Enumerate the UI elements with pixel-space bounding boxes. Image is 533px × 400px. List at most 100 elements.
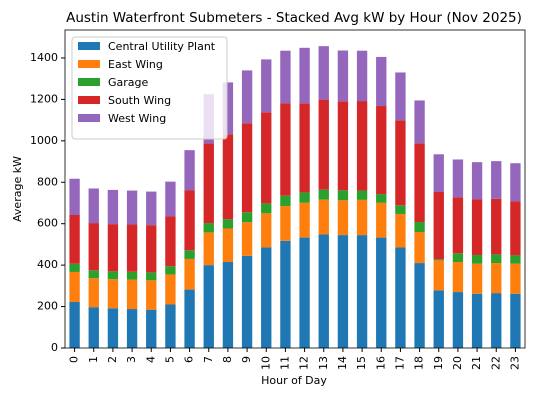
x-tick-label: 18 bbox=[413, 356, 426, 370]
x-tick-label: 14 bbox=[336, 356, 349, 370]
bar-segment bbox=[299, 103, 310, 193]
bar-segment bbox=[184, 289, 195, 348]
y-tick-label: 0 bbox=[51, 341, 58, 354]
bar-segment bbox=[299, 192, 310, 203]
bar-segment bbox=[433, 259, 444, 261]
bar-segment bbox=[165, 304, 176, 348]
bar-segment bbox=[452, 262, 464, 293]
bar-segment bbox=[491, 161, 502, 199]
bar-segment bbox=[337, 200, 349, 236]
y-tick-label: 1000 bbox=[30, 134, 58, 147]
bar-segment bbox=[203, 265, 214, 348]
bar-segment bbox=[184, 190, 195, 251]
bar-segment bbox=[280, 240, 291, 348]
x-tick-label: 5 bbox=[163, 356, 176, 363]
bar-segment bbox=[146, 225, 157, 273]
legend-swatch bbox=[78, 114, 100, 122]
bar-segment bbox=[337, 50, 349, 102]
x-tick-label: 16 bbox=[374, 356, 387, 370]
y-tick-label: 800 bbox=[37, 175, 58, 188]
bar-segment bbox=[261, 59, 272, 113]
bar-segment bbox=[241, 123, 253, 213]
bar-segment bbox=[376, 106, 387, 195]
bar-segment bbox=[299, 202, 310, 238]
legend-label: West Wing bbox=[108, 112, 166, 125]
bar-segment bbox=[280, 50, 291, 104]
bar-segment bbox=[414, 143, 425, 223]
x-tick-label: 15 bbox=[355, 356, 368, 370]
bar-segment bbox=[184, 258, 195, 290]
bar-segment bbox=[241, 222, 253, 256]
legend-label: South Wing bbox=[108, 94, 171, 107]
bar-segment bbox=[491, 254, 502, 264]
bar-segment bbox=[318, 234, 329, 348]
bar-segment bbox=[452, 197, 464, 254]
bar-segment bbox=[184, 250, 195, 259]
bar-segment bbox=[203, 143, 214, 224]
bar-segment bbox=[491, 198, 502, 255]
x-tick-label: 7 bbox=[202, 356, 215, 363]
bar-segment bbox=[107, 271, 119, 280]
chart-title: Austin Waterfront Submeters - Stacked Av… bbox=[66, 10, 522, 26]
bar-segment bbox=[510, 201, 521, 256]
y-tick-label: 200 bbox=[37, 300, 58, 313]
bar-segment bbox=[241, 70, 253, 124]
x-axis-label: Hour of Day bbox=[261, 374, 327, 387]
bar-segment bbox=[395, 72, 406, 121]
x-tick-label: 12 bbox=[298, 356, 311, 370]
bar-segment bbox=[69, 178, 80, 215]
bar-segment bbox=[510, 263, 521, 294]
bar-segment bbox=[414, 231, 425, 264]
bar-segment bbox=[107, 224, 119, 272]
bar-segment bbox=[491, 293, 502, 348]
bar-segment bbox=[107, 279, 119, 309]
bar-segment bbox=[356, 50, 368, 102]
bar-segment bbox=[452, 292, 464, 348]
legend-label: East Wing bbox=[108, 58, 163, 71]
bar-segment bbox=[318, 99, 329, 190]
bar-segment bbox=[203, 223, 214, 233]
bar-segment bbox=[337, 235, 349, 348]
bar-segment bbox=[376, 56, 387, 107]
bar-segment bbox=[299, 237, 310, 348]
bar-segment bbox=[318, 199, 329, 235]
x-tick-label: 9 bbox=[240, 356, 253, 363]
bar-segment bbox=[452, 159, 464, 198]
bar-segment bbox=[165, 266, 176, 275]
bar-segment bbox=[471, 199, 483, 255]
bar-segment bbox=[356, 199, 368, 236]
bar-segment bbox=[510, 255, 521, 264]
bar-segment bbox=[126, 309, 138, 348]
bar-segment bbox=[471, 254, 483, 264]
legend-label: Central Utility Plant bbox=[108, 40, 216, 53]
bar-segment bbox=[222, 134, 234, 220]
bar-segment bbox=[88, 188, 99, 224]
bar-segment bbox=[356, 235, 368, 348]
bar-segment bbox=[165, 274, 176, 305]
bar-segment bbox=[88, 223, 99, 271]
bar-segment bbox=[241, 212, 253, 223]
bar-segment bbox=[395, 213, 406, 248]
bar-segment bbox=[165, 181, 176, 217]
bar-segment bbox=[222, 219, 234, 229]
bar-segment bbox=[165, 216, 176, 267]
bar-segment bbox=[356, 101, 368, 191]
bar-segment bbox=[433, 260, 444, 291]
bar-segment bbox=[261, 213, 272, 248]
bar-segment bbox=[395, 205, 406, 214]
bar-segment bbox=[146, 309, 157, 348]
bar-segment bbox=[261, 112, 272, 204]
x-tick-label: 22 bbox=[489, 356, 502, 370]
x-tick-label: 2 bbox=[106, 356, 119, 363]
x-tick-label: 8 bbox=[221, 356, 234, 363]
bar-segment bbox=[280, 103, 291, 196]
bar-segment bbox=[299, 47, 310, 104]
x-tick-label: 11 bbox=[278, 356, 291, 370]
y-tick-label: 400 bbox=[37, 258, 58, 271]
x-tick-label: 17 bbox=[393, 356, 406, 370]
bar-segment bbox=[433, 192, 444, 260]
x-tick-label: 0 bbox=[68, 356, 81, 363]
x-tick-label: 3 bbox=[125, 356, 138, 363]
bar-segment bbox=[69, 271, 80, 303]
bar-segment bbox=[126, 271, 138, 280]
